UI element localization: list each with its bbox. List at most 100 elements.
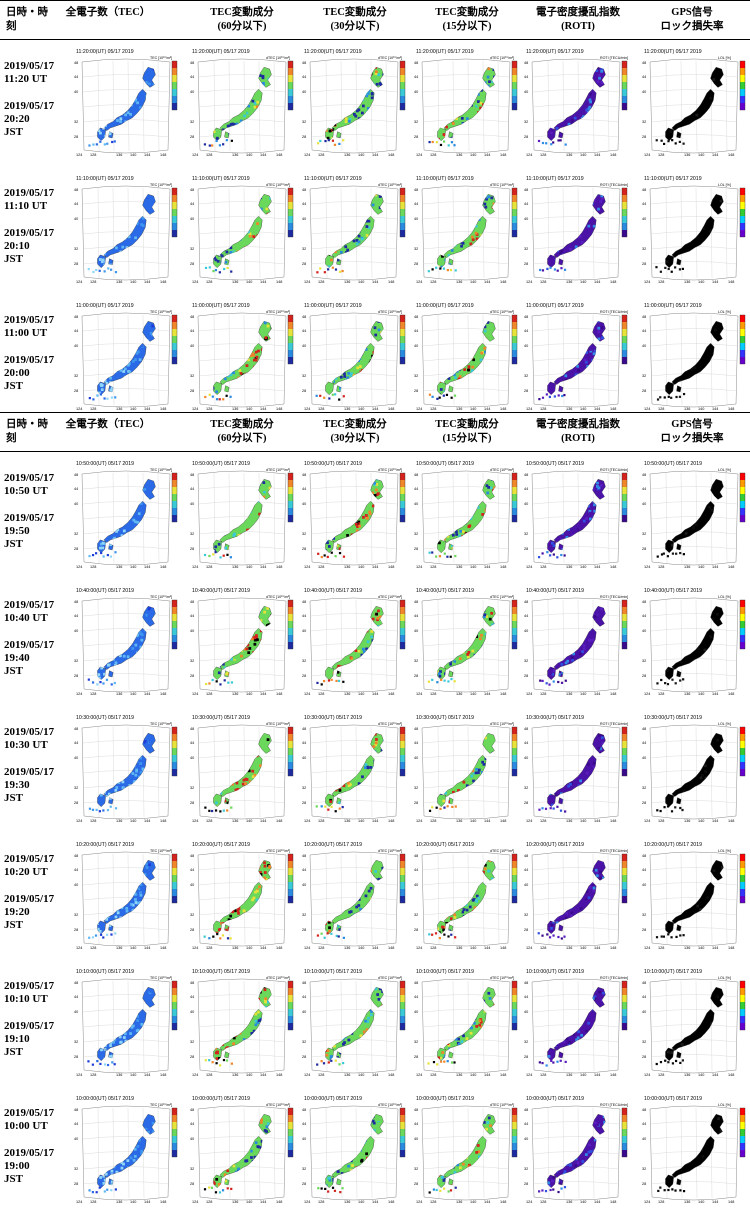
lon-label: 124 xyxy=(192,153,198,157)
lon-label: 148 xyxy=(500,819,506,823)
lon-label: 144 xyxy=(260,280,266,284)
lat-label: 44 xyxy=(190,487,194,491)
lat-label: 44 xyxy=(190,1122,194,1126)
lat-label: 48 xyxy=(642,315,646,319)
lat-label: 44 xyxy=(524,868,528,872)
lon-label: 140 xyxy=(698,407,704,411)
lon-label: 124 xyxy=(526,565,532,569)
colorbar xyxy=(172,600,177,649)
lat-label: 44 xyxy=(74,487,78,491)
lon-label: 128 xyxy=(90,565,96,569)
lon-label: 140 xyxy=(698,946,704,950)
colorbar xyxy=(512,727,517,776)
map-timestamp: 10:40:00(UT) 05/17 2019 xyxy=(192,588,250,594)
lon-label: 136 xyxy=(566,407,572,411)
lon-label: 136 xyxy=(344,692,350,696)
lat-label: 40 xyxy=(414,90,418,94)
lat-label: 40 xyxy=(74,344,78,348)
colorbar-label: LOL [%] xyxy=(718,976,731,980)
lat-label: 40 xyxy=(414,629,418,633)
lat-label: 48 xyxy=(524,600,528,604)
lon-label: 140 xyxy=(470,565,476,569)
colorbar xyxy=(400,315,405,364)
lat-label: 44 xyxy=(74,202,78,206)
lon-label: 144 xyxy=(372,407,378,411)
lat-label: 28 xyxy=(414,1055,418,1059)
lat-label: 32 xyxy=(414,247,418,251)
lon-label: 128 xyxy=(90,819,96,823)
map-frame xyxy=(82,979,170,1073)
map-timestamp: 11:00:00(UT) 05/17 2019 xyxy=(192,303,250,309)
lon-label: 144 xyxy=(594,946,600,950)
lon-label: 124 xyxy=(192,1200,198,1204)
lon-label: 128 xyxy=(540,819,546,823)
map-timestamp: 10:10:00(UT) 05/17 2019 xyxy=(192,969,250,975)
lon-label: 148 xyxy=(160,407,166,411)
lon-label: 140 xyxy=(580,819,586,823)
lat-label: 44 xyxy=(414,995,418,999)
header-line2: (60分以下) xyxy=(184,20,300,34)
lon-label: 140 xyxy=(580,153,586,157)
lat-label: 28 xyxy=(74,674,78,678)
lat-label: 28 xyxy=(414,389,418,393)
lat-label: 48 xyxy=(302,188,306,192)
lat-label: 32 xyxy=(74,120,78,124)
map-frame xyxy=(82,598,170,692)
colorbar xyxy=(512,981,517,1030)
lat-label: 44 xyxy=(74,995,78,999)
lat-label: 48 xyxy=(302,854,306,858)
map-timestamp: 10:20:00(UT) 05/17 2019 xyxy=(644,842,702,848)
map-timestamp: 10:10:00(UT) 05/17 2019 xyxy=(304,969,362,975)
map-frame xyxy=(650,979,738,1073)
lat-label: 44 xyxy=(302,741,306,745)
lon-label: 148 xyxy=(728,819,734,823)
map-timestamp: 11:00:00(UT) 05/17 2019 xyxy=(644,303,702,309)
colorbar xyxy=(512,61,517,110)
lat-label: 28 xyxy=(642,135,646,139)
lon-label: 128 xyxy=(90,946,96,950)
lon-label: 140 xyxy=(246,692,252,696)
header-column: TEC変動成分(15分以下) xyxy=(409,6,525,34)
map-timestamp: 11:20:00(UT) 05/17 2019 xyxy=(192,49,250,55)
lon-label: 148 xyxy=(276,153,282,157)
lat-label: 40 xyxy=(642,217,646,221)
lon-label: 140 xyxy=(698,1073,704,1077)
lon-label: 124 xyxy=(304,819,310,823)
lon-label: 124 xyxy=(526,946,532,950)
colorbar xyxy=(740,473,745,522)
colorbar xyxy=(512,600,517,649)
lat-label: 48 xyxy=(414,1108,418,1112)
lat-label: 48 xyxy=(190,854,194,858)
lat-label: 44 xyxy=(74,614,78,618)
colorbar xyxy=(172,188,177,237)
lon-label: 124 xyxy=(416,1200,422,1204)
lat-label: 28 xyxy=(74,1182,78,1186)
lon-label: 124 xyxy=(644,819,650,823)
lat-label: 48 xyxy=(190,727,194,731)
lon-label: 148 xyxy=(276,1200,282,1204)
jst-clock: 20:10 xyxy=(4,240,68,253)
colorbar-label: dTEC [10¹⁶/m²] xyxy=(378,976,402,980)
colorbar xyxy=(172,981,177,1030)
lat-label: 40 xyxy=(524,1137,528,1141)
lon-label: 128 xyxy=(206,280,212,284)
colorbar-label: dTEC [10¹⁶/m²] xyxy=(490,849,514,853)
header-line2: ロック損失率 xyxy=(634,432,750,446)
map-frame xyxy=(650,186,738,280)
